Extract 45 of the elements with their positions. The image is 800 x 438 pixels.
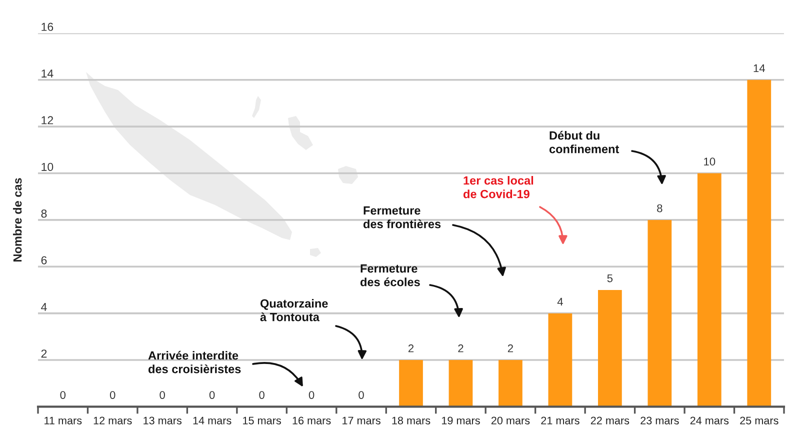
data-label: 0 xyxy=(358,391,364,399)
annotation: 1er cas local de Covid-19 xyxy=(463,176,534,198)
data-label: 0 xyxy=(259,391,264,399)
data-label: 5 xyxy=(607,274,613,282)
data-label: 0 xyxy=(160,391,165,399)
data-label: 8 xyxy=(657,204,662,212)
data-label: 2 xyxy=(508,344,513,352)
y-tick-label: 10 xyxy=(42,162,54,171)
data-label: 4 xyxy=(557,298,563,306)
y-tick-label: 14 xyxy=(42,70,54,78)
data-label: 0 xyxy=(308,391,314,399)
annotation: Arrivée interdite des croisièristes xyxy=(148,350,241,374)
x-tick-label: 13 mars xyxy=(144,416,182,424)
annotation: Quatorzaine à Tontouta xyxy=(260,299,328,322)
data-label: 0 xyxy=(209,391,215,399)
x-tick-label: 17 mars xyxy=(342,416,380,424)
annotation: Fermeture des frontières xyxy=(363,206,441,228)
y-tick-label: 16 xyxy=(42,22,54,31)
x-tick-label: 12 mars xyxy=(94,416,132,424)
annotation: Fermeture des écoles xyxy=(360,264,420,286)
data-label: 14 xyxy=(754,64,765,72)
data-label: 10 xyxy=(704,158,716,166)
x-tick-label: 23 mars xyxy=(640,416,679,424)
x-tick-label: 19 mars xyxy=(442,416,480,424)
data-label: 2 xyxy=(458,344,464,352)
x-tick-label: 16 mars xyxy=(292,416,331,424)
x-tick-label: 18 mars xyxy=(392,416,430,424)
y-tick-label: 12 xyxy=(42,116,54,124)
x-tick-label: 21 mars xyxy=(541,416,580,424)
annotation: Début du confinement xyxy=(549,130,620,154)
data-label: 0 xyxy=(60,391,66,399)
y-tick-label: 8 xyxy=(41,210,47,218)
y-axis-title: Nombre de cas xyxy=(12,178,22,262)
y-tick-label: 6 xyxy=(41,256,47,264)
data-label: 2 xyxy=(408,344,414,352)
x-tick-label: 11 mars xyxy=(44,416,82,424)
x-tick-label: 20 mars xyxy=(491,416,530,424)
x-tick-label: 15 mars xyxy=(243,416,281,424)
x-tick-label: 24 mars xyxy=(690,416,729,424)
x-tick-label: 22 mars xyxy=(590,416,630,424)
y-tick-label: 2 xyxy=(41,350,47,358)
data-label: 0 xyxy=(110,391,116,399)
x-tick-label: 14 mars xyxy=(193,416,232,424)
x-tick-label: 25 mars xyxy=(740,416,778,424)
y-tick-label: 4 xyxy=(41,303,47,311)
